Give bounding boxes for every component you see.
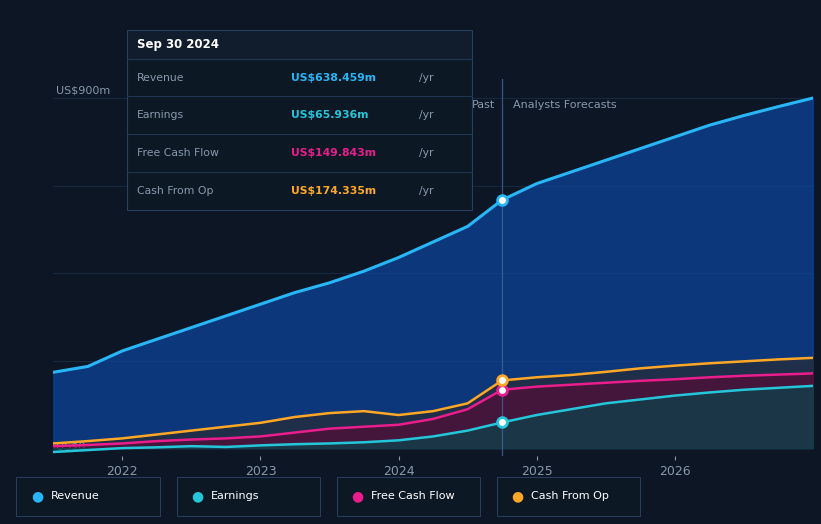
Text: Cash From Op: Cash From Op [137,185,213,196]
Text: /yr: /yr [419,185,433,196]
Text: US$174.335m: US$174.335m [291,185,377,196]
Text: US$65.936m: US$65.936m [291,110,369,121]
Text: ●: ● [31,489,43,504]
Text: Past: Past [472,100,495,110]
Text: /yr: /yr [419,72,433,83]
Text: US$900m: US$900m [56,85,110,95]
Text: US$149.843m: US$149.843m [291,148,377,158]
Text: /yr: /yr [419,148,433,158]
Text: Free Cash Flow: Free Cash Flow [137,148,219,158]
Text: US$0: US$0 [56,441,85,451]
Text: /yr: /yr [419,110,433,121]
Text: Revenue: Revenue [137,72,185,83]
Text: Free Cash Flow: Free Cash Flow [371,492,455,501]
Text: Revenue: Revenue [51,492,99,501]
Text: Sep 30 2024: Sep 30 2024 [137,38,219,51]
Text: Cash From Op: Cash From Op [531,492,609,501]
Text: ●: ● [511,489,523,504]
Text: Earnings: Earnings [137,110,184,121]
Text: Earnings: Earnings [211,492,259,501]
Text: ●: ● [351,489,363,504]
Text: Analysts Forecasts: Analysts Forecasts [513,100,617,110]
Text: ●: ● [191,489,203,504]
Text: US$638.459m: US$638.459m [291,72,377,83]
